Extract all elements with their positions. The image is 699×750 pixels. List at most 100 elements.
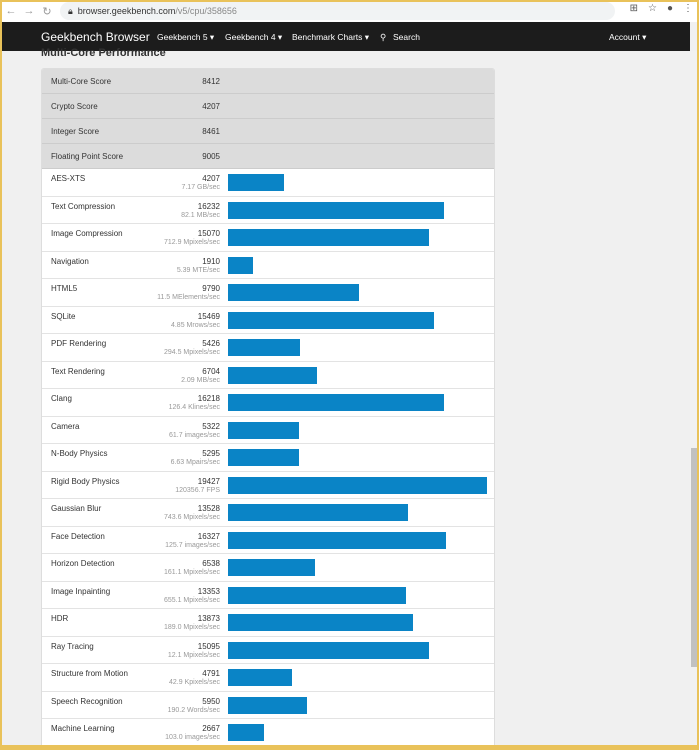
translate-icon[interactable]: ⊞ [629,3,638,14]
summary-row: Floating Point Score 9005 [42,144,494,169]
score-bar [228,614,413,631]
profile-icon[interactable]: ● [666,3,673,14]
benchmark-label: Face Detection [51,531,105,541]
score-bar [228,256,254,274]
benchmark-label: Horizon Detection [51,559,115,568]
search-icon[interactable]: ⚲ [380,32,387,42]
menu-icon[interactable]: ⋮ [683,3,693,14]
benchmark-row: Rigid Body Physics 19427 120356.7 FPS [42,472,494,499]
brand-link[interactable]: Geekbench Browser [41,30,150,44]
benchmark-unit: 42.9 Kpixels/sec [169,679,220,686]
summary-label: Floating Point Score [51,152,124,161]
nav-search[interactable]: Search [393,32,420,42]
score-bar [228,449,299,466]
score-bar [228,559,316,576]
benchmark-row: Face Detection 16327 125.7 images/sec [42,527,494,554]
benchmark-score: 5295 [202,449,220,458]
reload-icon[interactable]: ↻ [42,5,52,18]
benchmark-row: Navigation 1910 5.39 MTE/sec [42,252,494,279]
benchmark-row: Text Compression 16232 82.1 MB/sec [42,197,494,224]
benchmark-label: Machine Learning [51,724,115,733]
url-path: /v5/cpu/358656 [175,6,237,16]
benchmark-row: N-Body Physics 5295 6.63 Mpairs/sec [42,444,494,472]
benchmark-label: HTML5 [51,284,78,293]
benchmark-unit: 2.09 MB/sec [181,376,220,384]
nav-geekbench4[interactable]: Geekbench 4 ▾ [225,32,283,42]
benchmark-unit: 161.1 Mpixels/sec [163,569,220,576]
benchmark-unit: 11.5 MElements/sec [157,294,220,301]
scrollbar[interactable] [690,51,699,745]
benchmark-score: 15095 [197,641,220,651]
benchmark-label: Structure from Motion [51,669,128,678]
summary-label: Multi-Core Score [51,77,112,86]
score-bar [228,284,359,301]
benchmark-unit: 61.7 images/sec [169,431,220,439]
benchmark-label: Speech Recognition [51,696,123,706]
forward-icon[interactable]: → [23,5,35,17]
benchmark-score: 4207 [202,174,220,183]
score-bar [228,229,429,246]
scrollbar-thumb[interactable] [691,448,698,667]
star-icon[interactable]: ☆ [647,3,657,14]
benchmark-row: Ray Tracing 15095 12.1 Mpixels/sec [42,637,494,664]
benchmark-score: 6704 [202,366,220,376]
benchmark-score: 16232 [197,201,220,211]
benchmark-label: Text Rendering [51,366,105,376]
summary-row: Multi-Core Score 8412 [42,69,494,94]
section-title: Multi-Core Performance [41,47,166,59]
benchmark-label: AES-XTS [51,174,86,183]
score-bar [228,201,445,219]
benchmark-unit: 743.6 Mpixels/sec [163,514,220,521]
benchmark-score: 6538 [202,559,220,568]
benchmark-row: PDF Rendering 5426 294.5 Mpixels/sec [42,334,494,362]
benchmark-label: N-Body Physics [51,449,108,458]
summary-label: Crypto Score [51,102,98,111]
summary-value: 4207 [202,102,220,111]
benchmark-row: Horizon Detection 6538 161.1 Mpixels/sec [42,554,494,582]
benchmark-label: Clang [51,394,72,403]
address-bar[interactable]: 🔒︎ browser.geekbench.com/v5/cpu/358656 [60,2,615,20]
score-bar [228,504,409,521]
score-bar [228,394,445,411]
benchmark-unit: 6.63 Mpairs/sec [170,459,220,466]
benchmark-score: 2667 [202,724,220,733]
nav-account[interactable]: Account ▾ [609,32,647,42]
benchmark-unit: 7.17 GB/sec [181,184,220,191]
benchmark-label: SQLite [51,311,76,321]
benchmark-row: Structure from Motion 4791 42.9 Kpixels/se… [42,664,494,692]
benchmark-row: Camera 5322 61.7 images/sec [42,417,494,444]
benchmark-unit: 5.39 MTE/sec [176,266,220,274]
benchmark-unit: 103.0 images/sec [165,734,220,741]
summary-label: Integer Score [51,127,100,136]
benchmark-unit: 190.2 Words/sec [167,706,220,714]
summary-row: Crypto Score 4207 [42,94,494,119]
score-bar [228,339,301,356]
benchmark-score: 5426 [202,339,220,348]
back-icon[interactable]: ← [5,5,17,17]
nav-geekbench5[interactable]: Geekbench 5 ▾ [157,32,215,42]
score-bar [228,174,285,191]
benchmark-label: Image Inpainting [51,586,111,596]
score-bar [228,421,299,439]
benchmark-row: Machine Learning 2667 103.0 images/sec [42,719,494,747]
benchmark-row: HDR 13873 189.0 Mpixels/sec [42,609,494,637]
benchmark-label: Gaussian Blur [51,504,102,513]
benchmark-unit: 4.85 Mrows/sec [170,321,220,329]
benchmark-unit: 655.1 Mpixels/sec [163,596,220,604]
score-bar [228,366,318,384]
summary-value: 9005 [202,152,220,161]
benchmark-row: Clang 16218 126.4 Klines/sec [42,389,494,417]
nav-benchmark-charts[interactable]: Benchmark Charts ▾ [292,32,370,42]
benchmark-unit: 82.1 MB/sec [181,211,220,219]
benchmark-row: Image Compression 15070 712.9 Mpixels/sec [42,224,494,252]
score-bar [228,669,292,686]
benchmark-label: Image Compression [51,229,123,238]
score-bar [228,586,407,604]
score-bar [228,724,264,741]
benchmark-score: 13353 [197,586,220,596]
benchmark-unit: 189.0 Mpixels/sec [163,624,220,631]
benchmark-row: Image Inpainting 13353 655.1 Mpixels/sec [42,582,494,609]
benchmark-row: SQLite 15469 4.85 Mrows/sec [42,307,494,334]
benchmark-row: Speech Recognition 5950 190.2 Words/sec [42,692,494,719]
summary-row: Integer Score 8461 [42,119,494,144]
